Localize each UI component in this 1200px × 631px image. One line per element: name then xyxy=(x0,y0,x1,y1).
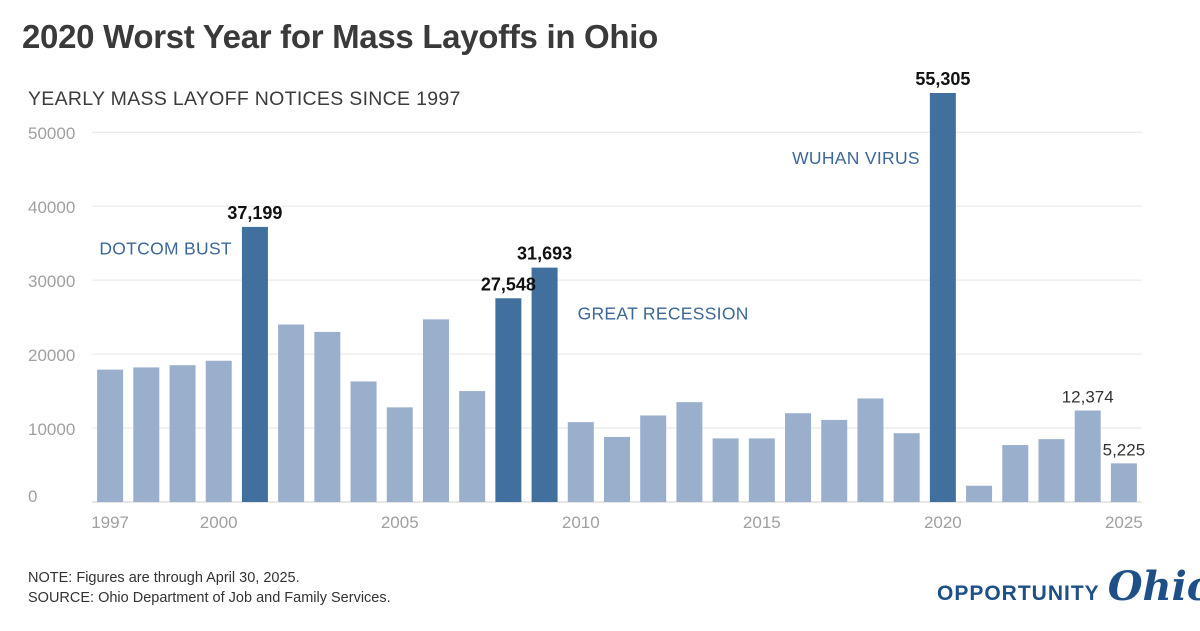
data-label: 37,199 xyxy=(227,203,282,223)
bar xyxy=(676,402,703,502)
bar xyxy=(350,381,377,502)
annotation-label: DOTCOM BUST xyxy=(99,238,232,258)
x-tick-label: 1997 xyxy=(91,513,129,532)
bar xyxy=(278,324,305,502)
y-tick-label: 30000 xyxy=(28,272,75,291)
bar-chart: 0 10000 20000 30000 40000 50000 1997 2000 2005 20… xyxy=(28,69,1146,532)
bar xyxy=(893,433,920,502)
y-tick-label: 40000 xyxy=(28,198,75,217)
data-label: 27,548 xyxy=(481,274,536,294)
logo-script: Ohio xyxy=(1107,563,1200,610)
bar xyxy=(205,360,232,502)
bar xyxy=(133,367,160,502)
bar xyxy=(386,407,413,502)
logo-text: OPPORTUNITY xyxy=(937,582,1100,605)
bar xyxy=(712,438,739,502)
x-tick-label: 2010 xyxy=(562,513,600,532)
data-label: 31,693 xyxy=(517,244,572,264)
annotation-label: WUHAN VIRUS xyxy=(792,148,920,168)
x-tick-label: 2025 xyxy=(1105,513,1143,532)
chart-title: 2020 Worst Year for Mass Layoffs in Ohio xyxy=(22,18,658,55)
y-tick-label: 10000 xyxy=(28,420,75,439)
y-tick-label: 20000 xyxy=(28,346,75,365)
bar xyxy=(640,415,667,502)
opportunity-ohio-logo: OPPORTUNITY Ohio xyxy=(937,567,1200,607)
data-label: 55,305 xyxy=(915,69,970,89)
x-tick-label: 2015 xyxy=(743,513,781,532)
bar xyxy=(314,331,341,502)
footnote-note: NOTE: Figures are through April 30, 2025… xyxy=(28,570,300,586)
bar xyxy=(821,419,848,502)
bar xyxy=(785,413,812,502)
bar xyxy=(495,298,522,502)
bar xyxy=(459,391,486,502)
bar xyxy=(567,422,594,502)
bar xyxy=(604,436,630,502)
bar xyxy=(929,93,956,502)
bar xyxy=(748,438,775,502)
bar xyxy=(857,398,884,502)
x-tick-label: 2020 xyxy=(924,513,962,532)
data-label: 5,225 xyxy=(1103,440,1146,459)
bar xyxy=(422,319,449,502)
bar xyxy=(1110,463,1137,502)
chart-subtitle: YEARLY MASS LAYOFF NOTICES SINCE 1997 xyxy=(28,88,461,110)
x-tick-label: 2000 xyxy=(200,513,238,532)
footnote-source: SOURCE: Ohio Department of Job and Famil… xyxy=(28,590,391,606)
bar xyxy=(97,369,124,502)
y-tick-label: 50000 xyxy=(28,124,75,143)
bar xyxy=(1002,445,1029,502)
data-label: 12,374 xyxy=(1062,387,1114,406)
y-tick-label: 0 xyxy=(28,487,37,506)
bar xyxy=(169,365,196,502)
bar xyxy=(531,267,558,502)
bar xyxy=(1074,410,1101,502)
x-tick-label: 2005 xyxy=(381,513,419,532)
bar xyxy=(966,485,993,502)
annotation-label: GREAT RECESSION xyxy=(578,303,749,323)
bar xyxy=(241,226,268,502)
bar xyxy=(1038,439,1065,502)
